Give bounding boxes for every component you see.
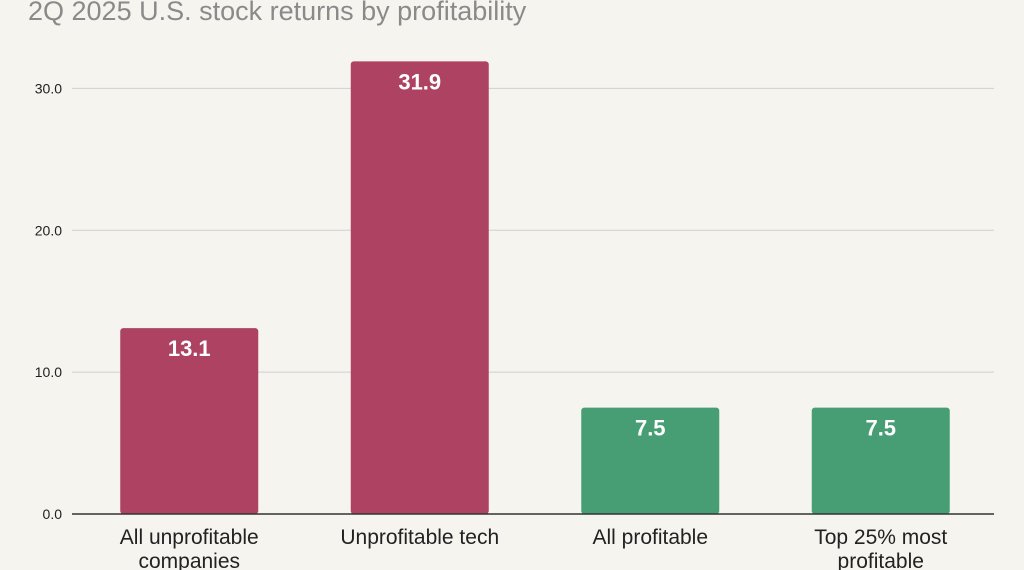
data-label: 13.1	[168, 336, 211, 361]
y-tick-label: 30.0	[35, 80, 62, 96]
bar	[581, 407, 720, 514]
x-tick-label: Unprofitable tech	[340, 526, 499, 549]
bars	[120, 61, 950, 514]
data-label: 7.5	[635, 416, 666, 441]
data-label: 31.9	[398, 69, 441, 94]
bar	[120, 328, 259, 514]
bar	[811, 407, 950, 514]
data-label: 7.5	[865, 416, 896, 441]
x-axis-labels: All unprofitable companies Unprofitable te…	[120, 526, 948, 570]
chart-title: 2Q 2025 U.S. stock returns by profitabil…	[28, 0, 527, 26]
data-labels: 13.1 31.9 7.5 7.5	[168, 69, 896, 440]
y-tick-label: 0.0	[43, 506, 63, 522]
bar	[350, 61, 489, 514]
x-tick-label: All unprofitable companies	[120, 526, 259, 570]
y-axis-ticks: 0.0 10.0 20.0 30.0	[35, 80, 62, 522]
x-tick-label: Top 25% most profitable	[814, 526, 947, 570]
y-tick-label: 20.0	[35, 222, 62, 238]
x-tick-label: All profitable	[592, 526, 708, 549]
y-tick-label: 10.0	[35, 364, 62, 380]
